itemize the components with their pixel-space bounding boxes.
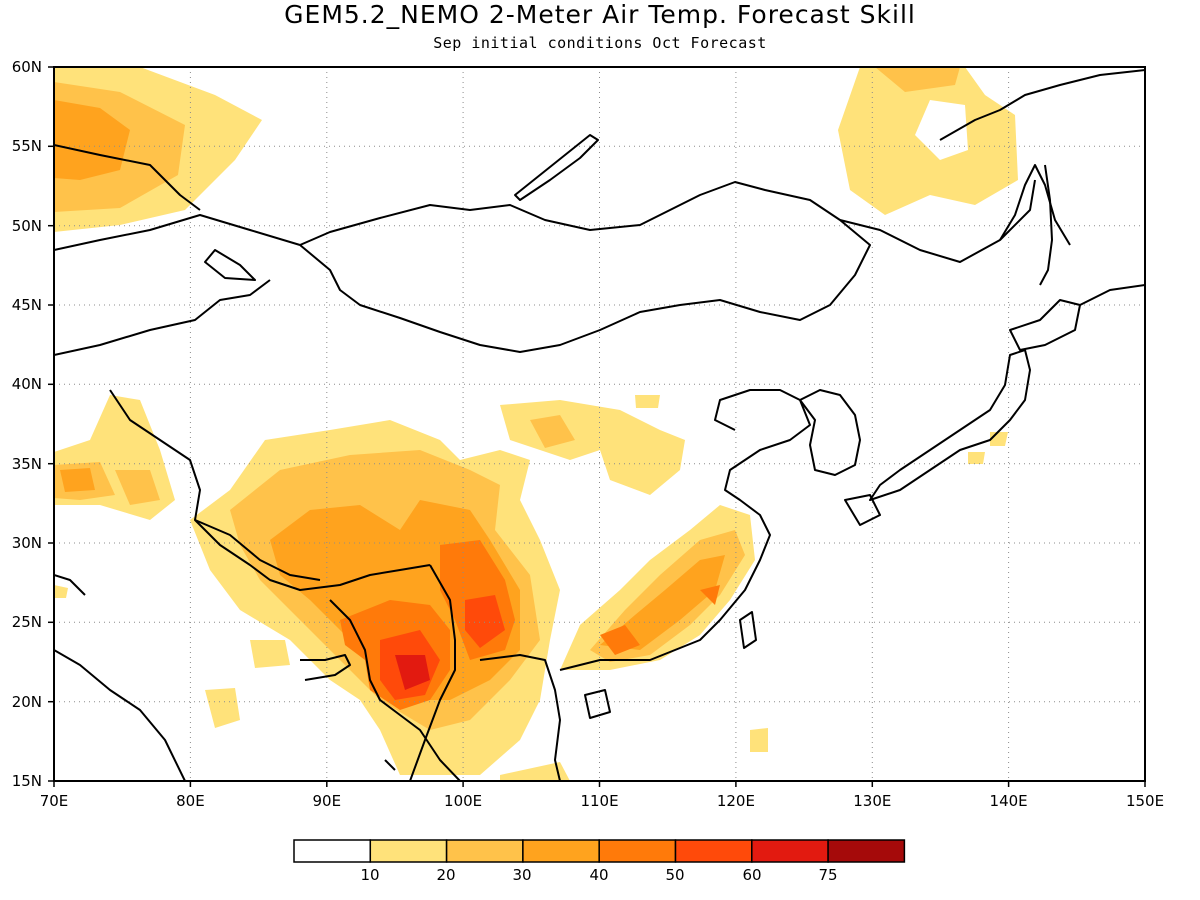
coast-japan-kyushu bbox=[844, 494, 881, 526]
skill-region-ncc-dot bbox=[635, 395, 660, 408]
lat-tick-label: 60N bbox=[12, 58, 42, 76]
lake-baikal bbox=[514, 134, 599, 201]
lat-tick-label: 15N bbox=[12, 772, 42, 790]
lat-tick-labels: 15N 20N 25N 30N 35N 40N 45N 50N 55N 60N bbox=[12, 58, 42, 790]
map-gridlines bbox=[54, 67, 1145, 781]
border-indochina bbox=[479, 654, 561, 781]
colorbar-swatch bbox=[598, 839, 677, 863]
skill-region-myanmar-core bbox=[395, 655, 430, 690]
skill-patch-india-south bbox=[205, 688, 240, 728]
lon-tick-label: 80E bbox=[176, 792, 205, 810]
coast-bengal bbox=[300, 654, 351, 681]
lat-tick-label: 40N bbox=[12, 375, 42, 393]
colorbar-swatch bbox=[445, 839, 524, 863]
colorbar-swatch bbox=[674, 839, 753, 863]
skill-patch-kazakh bbox=[54, 585, 68, 598]
border-kazakhstan-south bbox=[54, 279, 271, 356]
colorbar-label: 20 bbox=[436, 866, 455, 884]
lon-tick-label: 130E bbox=[853, 792, 891, 810]
coast-russia-east bbox=[999, 164, 1071, 246]
lon-tick-label: 90E bbox=[313, 792, 342, 810]
coast-kuril bbox=[1079, 284, 1145, 306]
skill-region-southeast-china-core bbox=[600, 585, 720, 655]
lat-tick-label: 20N bbox=[12, 693, 42, 711]
colorbar-label: 75 bbox=[818, 866, 837, 884]
colorbar-swatch bbox=[827, 839, 906, 863]
skill-region-pakistan-core bbox=[60, 468, 95, 492]
colorbar-label: 40 bbox=[589, 866, 608, 884]
colorbar-swatch bbox=[751, 839, 829, 863]
lon-tick-label: 120E bbox=[717, 792, 755, 810]
border-nepal bbox=[194, 519, 321, 581]
skill-region-okhotsk-inner bbox=[875, 67, 960, 92]
border-myanmar-east bbox=[409, 564, 456, 781]
skill-region-southeast-china-hi bbox=[600, 555, 725, 650]
lat-tick-label: 30N bbox=[12, 534, 42, 552]
colorbar-swatch bbox=[522, 839, 600, 863]
coast-pakistan bbox=[54, 574, 86, 596]
map-title: GEM5.2_NEMO 2-Meter Air Temp. Forecast S… bbox=[284, 0, 916, 29]
colorbar-labels: 10 20 30 40 50 60 75 bbox=[360, 866, 837, 884]
colorbar-label: 10 bbox=[360, 866, 379, 884]
skill-region-west-siberia-core bbox=[54, 100, 130, 180]
skill-patch-philippines bbox=[750, 728, 768, 752]
colorbar-label: 50 bbox=[665, 866, 684, 884]
skill-region-sichuan-yunnan-core bbox=[465, 595, 505, 648]
border-amur bbox=[839, 179, 1036, 263]
skill-region-north-central-china-inner bbox=[530, 415, 575, 448]
colorbar bbox=[293, 839, 906, 863]
skill-patch-south-china-sea bbox=[500, 762, 570, 781]
lon-tick-label: 140E bbox=[990, 792, 1028, 810]
coast-taiwan bbox=[739, 611, 757, 649]
lat-tick-label: 50N bbox=[12, 217, 42, 235]
lat-tick-label: 55N bbox=[12, 137, 42, 155]
skill-shading bbox=[54, 67, 1018, 781]
lon-tick-label: 150E bbox=[1126, 792, 1164, 810]
colorbar-label: 30 bbox=[512, 866, 531, 884]
border-mongolia bbox=[299, 181, 871, 353]
lon-tick-label: 70E bbox=[40, 792, 69, 810]
lon-tick-labels: 70E 80E 90E 100E 110E 120E 130E 140E 150… bbox=[40, 792, 1164, 810]
skill-patch-japan bbox=[968, 432, 1008, 464]
map-subtitle: Sep initial conditions Oct Forecast bbox=[433, 34, 767, 52]
coast-andaman bbox=[384, 759, 396, 771]
coast-sakhalin bbox=[1039, 164, 1053, 286]
coast-hainan bbox=[584, 689, 611, 719]
border-myanmar bbox=[329, 599, 461, 781]
coast-japan-hokkaido bbox=[1009, 299, 1081, 351]
lon-tick-label: 110E bbox=[580, 792, 618, 810]
coast-korea bbox=[799, 389, 861, 476]
coastlines-and-borders bbox=[54, 69, 1145, 781]
colorbar-label: 60 bbox=[742, 866, 761, 884]
lon-tick-label: 100E bbox=[444, 792, 482, 810]
coast-india bbox=[54, 649, 186, 781]
colorbar-swatch bbox=[293, 839, 372, 863]
border-kazakhstan bbox=[54, 214, 301, 251]
border-china-west bbox=[109, 389, 431, 591]
lat-tick-label: 35N bbox=[12, 455, 42, 473]
lat-tick-label: 45N bbox=[12, 296, 42, 314]
coast-okhotsk bbox=[939, 69, 1145, 141]
lake-balkhash bbox=[204, 249, 256, 281]
border-russia-kazakhstan bbox=[54, 144, 201, 211]
coast-china-east bbox=[559, 389, 811, 671]
colorbar-swatch bbox=[369, 839, 448, 863]
lat-tick-label: 25N bbox=[12, 613, 42, 631]
skill-region-okhotsk-hole bbox=[915, 100, 968, 160]
axis-ticks bbox=[48, 66, 1146, 787]
skill-patch-india-east bbox=[250, 640, 290, 668]
